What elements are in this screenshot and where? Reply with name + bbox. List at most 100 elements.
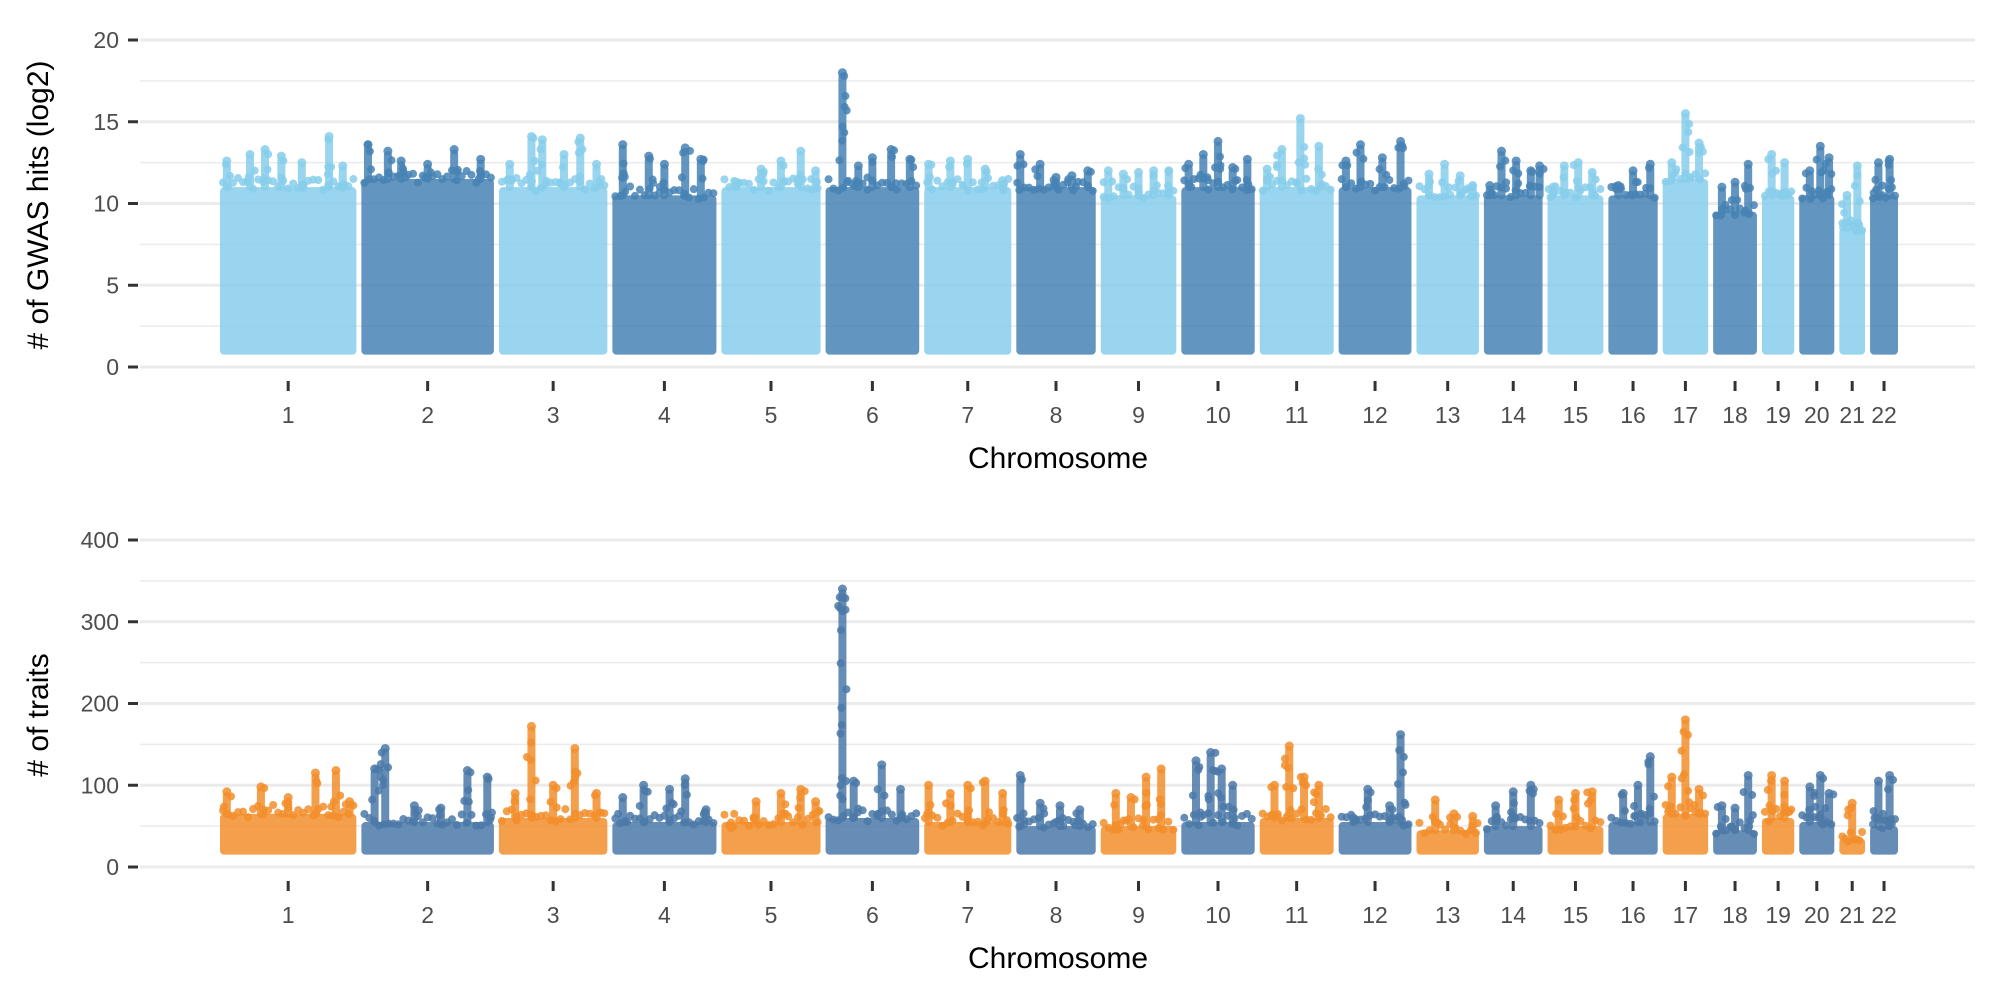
data-point <box>1204 795 1213 804</box>
peak-point <box>370 764 380 774</box>
peak-point <box>575 133 585 143</box>
data-point <box>487 808 496 817</box>
data-point <box>662 804 671 813</box>
data-point <box>1645 804 1654 813</box>
data-point <box>1428 812 1437 821</box>
data-point <box>720 810 729 819</box>
data-point <box>525 170 534 179</box>
data-point <box>1157 800 1166 809</box>
peak-point <box>1468 181 1478 191</box>
x-tick-label-chr-19: 19 <box>1765 402 1791 428</box>
data-point <box>781 800 790 809</box>
traits-x-axis-title: Chromosome <box>968 942 1148 975</box>
data-point <box>277 173 286 182</box>
data-point <box>349 175 358 184</box>
peak-point <box>1613 181 1623 191</box>
y-tick-label: 100 <box>81 772 119 798</box>
peak-point <box>776 788 786 798</box>
data-point <box>838 122 847 131</box>
data-point <box>1884 785 1893 794</box>
x-tick-label-chr-18: 18 <box>1722 402 1748 428</box>
x-tick-label-chr-16: 16 <box>1620 902 1646 928</box>
data-point <box>1690 801 1699 810</box>
data-point <box>1108 177 1117 186</box>
chromosome-19-points <box>1760 149 1796 355</box>
data-point <box>1482 825 1491 834</box>
peak-point <box>449 145 459 155</box>
x-tick-label-chr-9: 9 <box>1132 402 1145 428</box>
peak-point <box>324 131 334 141</box>
x-tick-label-chr-19: 19 <box>1765 902 1791 928</box>
chromosome-6-points <box>824 584 921 855</box>
data-point <box>744 821 753 830</box>
data-point <box>1739 788 1748 797</box>
peak-point <box>1824 153 1834 163</box>
peak-point <box>1824 788 1834 798</box>
data-point <box>269 800 278 809</box>
peak-point <box>618 140 628 150</box>
x-tick-label-chr-21: 21 <box>1839 402 1865 428</box>
data-point <box>1685 119 1694 128</box>
x-tick-label-chr-22: 22 <box>1871 402 1897 428</box>
peak-point <box>297 158 307 168</box>
data-point <box>769 820 778 829</box>
data-point <box>796 793 805 802</box>
data-point <box>1870 813 1879 822</box>
data-point <box>1134 184 1143 193</box>
chromosome-10-points <box>1180 748 1256 855</box>
peak-point <box>1730 177 1740 187</box>
x-tick-label-chr-15: 15 <box>1563 402 1589 428</box>
data-point <box>1780 802 1789 811</box>
data-point <box>1701 169 1710 178</box>
peak-point <box>1083 166 1093 176</box>
data-point <box>1119 183 1128 192</box>
peak-column <box>1296 118 1305 192</box>
chromosome-17-point-band <box>1662 178 1709 355</box>
data-point <box>924 808 933 817</box>
data-point <box>1721 815 1730 824</box>
chromosome-15-points <box>1546 787 1605 855</box>
data-point <box>1855 836 1864 845</box>
peak-point <box>1511 156 1521 166</box>
data-point <box>1487 190 1496 199</box>
data-point <box>1321 804 1330 813</box>
data-point <box>1566 188 1575 197</box>
peak-point <box>659 159 669 169</box>
chromosome-1-point-band <box>220 187 357 355</box>
data-point <box>1164 181 1173 190</box>
data-point <box>764 186 773 195</box>
peak-point <box>1743 159 1753 169</box>
data-point <box>566 781 575 790</box>
data-point <box>368 795 377 804</box>
data-point <box>464 797 473 806</box>
data-point <box>263 165 272 174</box>
peak-point <box>924 159 934 169</box>
data-point <box>1301 160 1310 169</box>
data-point <box>1265 172 1274 181</box>
data-point <box>1748 790 1757 799</box>
data-point <box>698 174 707 183</box>
chromosome-14-points <box>1482 780 1544 855</box>
data-point <box>1388 813 1397 822</box>
data-point <box>1203 176 1212 185</box>
peak-point <box>1377 153 1387 163</box>
data-point <box>1395 746 1404 755</box>
data-point <box>1185 820 1194 829</box>
data-point <box>1746 816 1755 825</box>
data-point <box>314 176 323 185</box>
data-point <box>769 178 778 187</box>
x-tick-label-chr-1: 1 <box>282 902 295 928</box>
x-tick-label-chr-9: 9 <box>1132 902 1145 928</box>
data-point <box>556 179 565 188</box>
data-point <box>1083 181 1092 190</box>
data-point <box>1886 815 1895 824</box>
peak-point <box>1743 770 1753 780</box>
data-point <box>1280 754 1289 763</box>
data-point <box>376 760 385 769</box>
peak-point <box>1348 813 1358 823</box>
data-point <box>1878 809 1887 818</box>
data-point <box>1216 161 1225 170</box>
data-point <box>467 170 476 179</box>
data-point <box>648 175 657 184</box>
